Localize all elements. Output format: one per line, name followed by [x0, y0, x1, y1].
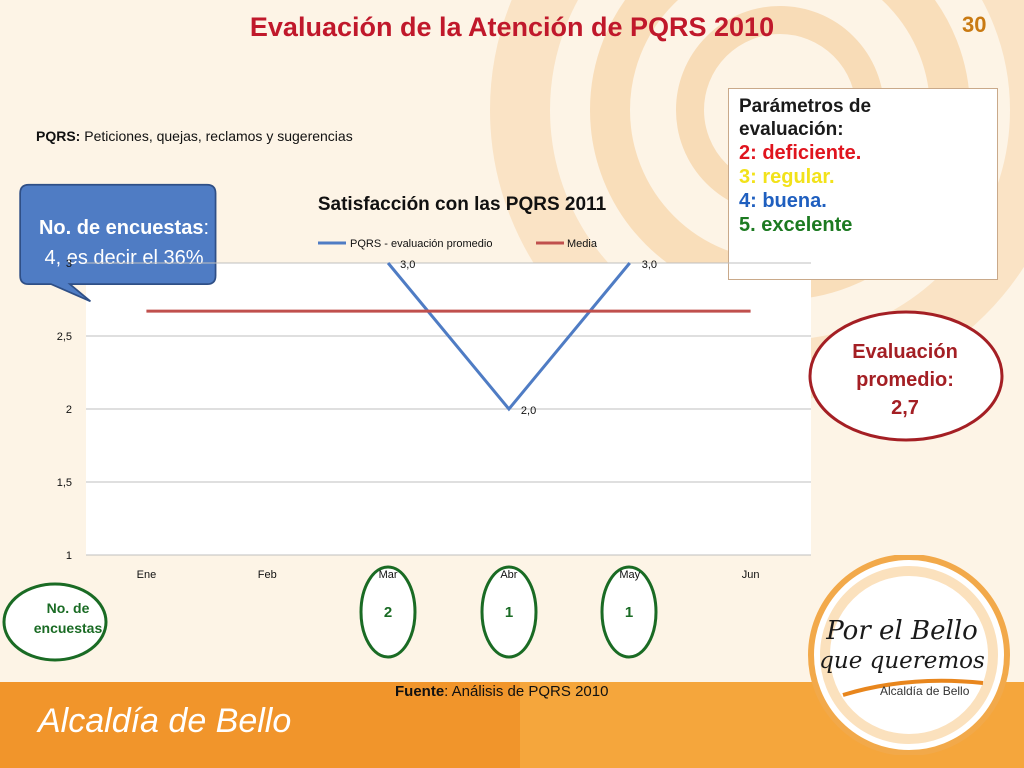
- y-tick-label: 3: [66, 258, 72, 270]
- slide-number: 30: [962, 12, 987, 37]
- badge-slogan-line2: que queremos: [819, 648, 985, 674]
- callout-key: No. de encuestas: [38, 217, 204, 239]
- x-tick-label: Abr: [500, 569, 517, 581]
- average-evaluation-line1: Evaluación: [852, 341, 958, 363]
- survey-count-abr: 1: [504, 604, 514, 621]
- parameter-excelente: 5. excelente: [739, 214, 853, 236]
- badge-slogan-line1: Por el Bello: [826, 616, 978, 646]
- campaign-badge-shape: [808, 555, 1010, 755]
- parameters-heading-1: Parámetros de: [739, 96, 872, 117]
- average-evaluation: Evaluación promedio: 2,7: [815, 338, 995, 422]
- data-label: 3,0: [642, 259, 657, 271]
- average-evaluation-line2: promedio:: [856, 369, 954, 391]
- y-tick-label: 1: [66, 550, 72, 562]
- x-tick-label: May: [619, 569, 640, 581]
- source-text: : Análisis de PQRS 2010: [444, 683, 609, 700]
- chart-title: Satisfacción con las PQRS 2011: [318, 194, 607, 215]
- source-note: Fuente: Análisis de PQRS 2010: [395, 683, 608, 700]
- surveys-label-line1: No. de: [46, 600, 90, 616]
- x-tick-label: Jun: [742, 569, 760, 581]
- y-tick-label: 2: [66, 404, 72, 416]
- data-label: 2,0: [521, 405, 536, 417]
- y-tick-label: 2,5: [57, 331, 72, 343]
- legend-label-pqrs: PQRS - evaluación promedio: [350, 238, 492, 250]
- average-evaluation-value: 2,7: [891, 397, 919, 419]
- callout-colon: :: [203, 217, 210, 239]
- survey-count-mar: 2: [383, 604, 393, 621]
- y-tick-label: 1,5: [57, 477, 72, 489]
- source-key: Fuente: [395, 683, 445, 700]
- x-tick-label: Mar: [379, 569, 398, 581]
- x-tick-label: Ene: [137, 569, 157, 581]
- parameters-heading-2: evaluación:: [739, 119, 844, 140]
- pqrs-term: PQRS:: [36, 128, 81, 144]
- surveys-callout-shape: [19, 183, 217, 303]
- badge-subtitle: Alcaldía de Bello: [880, 684, 970, 698]
- data-label: 3,0: [400, 259, 415, 271]
- pqrs-definition: PQRS: Peticiones, quejas, reclamos y sug…: [36, 128, 353, 144]
- evaluation-parameters-box: Parámetros de evaluación: 2: deficiente.…: [728, 88, 998, 280]
- surveys-label: No. de encuestas: [8, 598, 128, 638]
- parameter-deficiente: 2: deficiente.: [739, 142, 862, 164]
- slide-title: Evaluación de la Atención de PQRS 2010: [249, 12, 775, 42]
- legend-label-media: Media: [567, 238, 598, 250]
- pqrs-definition-text: Peticiones, quejas, reclamos y sugerenci…: [80, 128, 353, 144]
- survey-count-may: 1: [624, 604, 634, 621]
- footer-brand-logo: Alcaldía de Bello: [38, 702, 292, 740]
- surveys-label-line2: encuestas: [33, 620, 103, 636]
- parameter-regular: 3: regular.: [739, 166, 835, 188]
- x-tick-label: Feb: [258, 569, 277, 581]
- parameter-buena: 4: buena.: [739, 190, 827, 212]
